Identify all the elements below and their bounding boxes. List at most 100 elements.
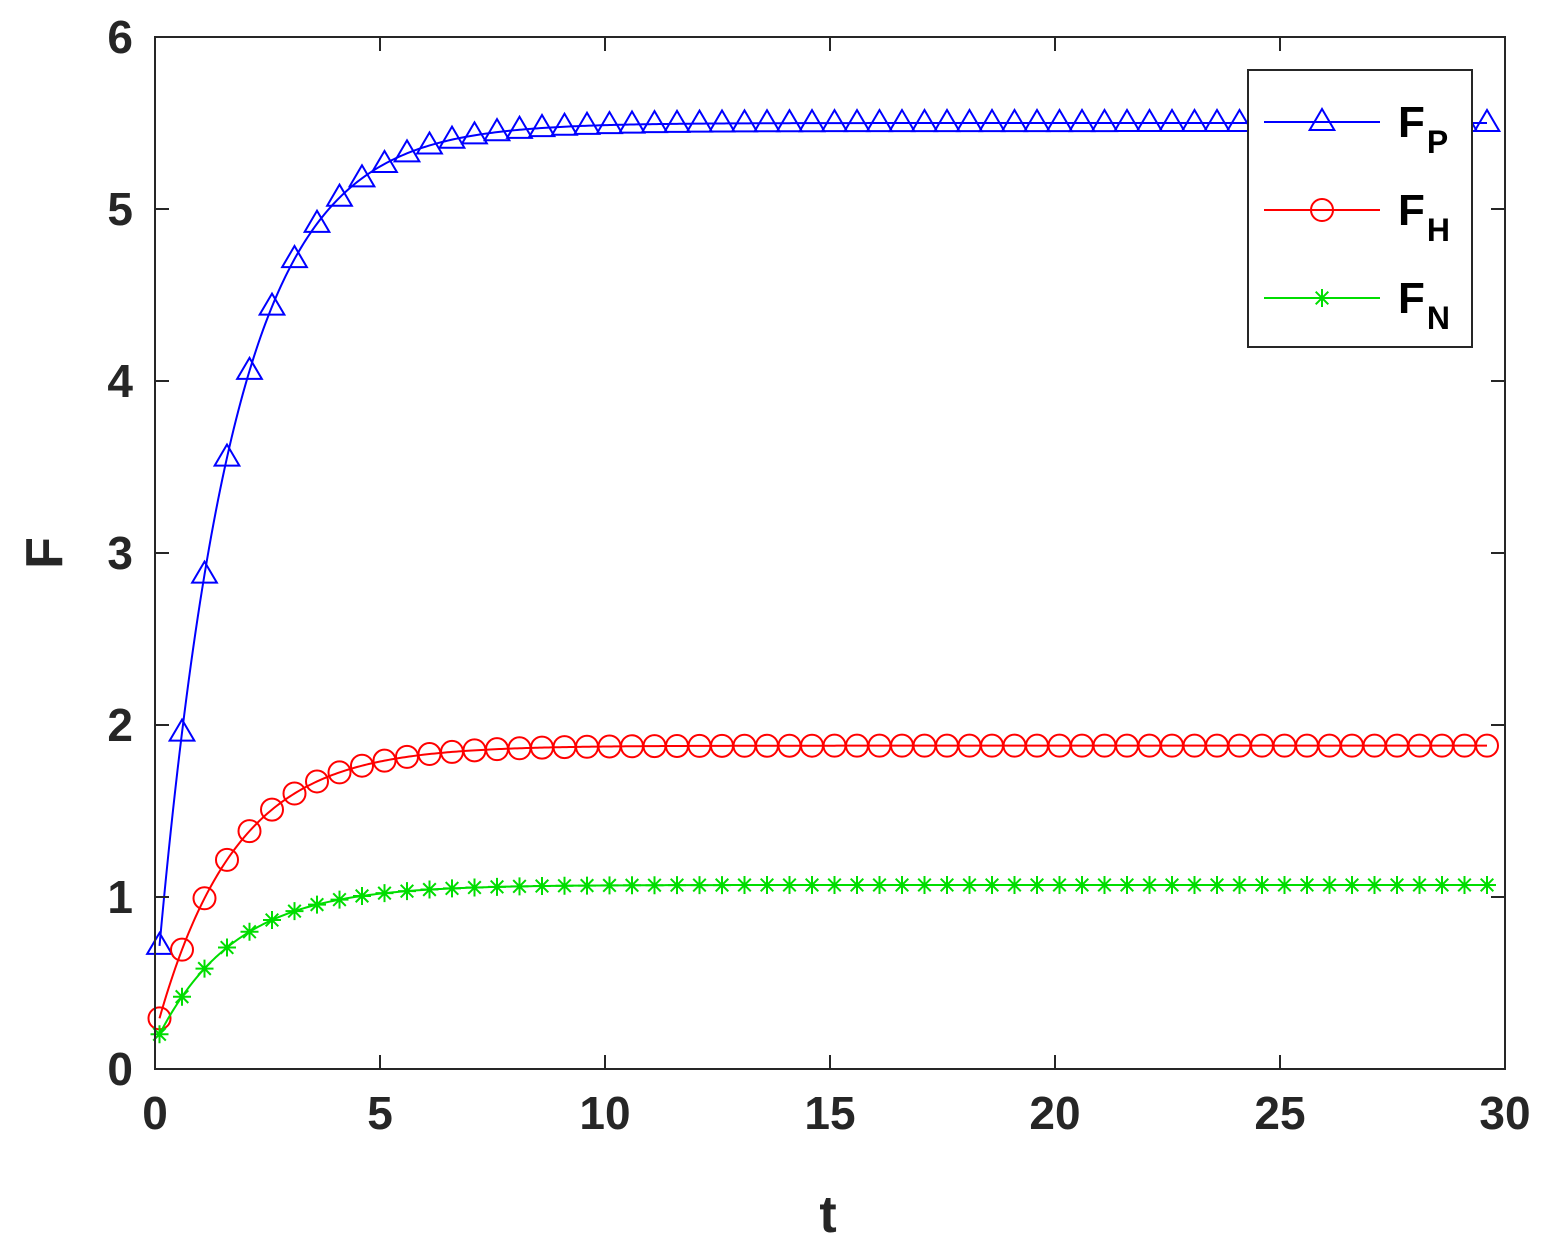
data-point-fn-18	[555, 876, 574, 895]
data-point-fp-17	[527, 113, 557, 138]
data-point-fn-52-strokes	[1320, 875, 1339, 894]
data-point-fn-54-strokes	[1365, 875, 1384, 894]
legend-label-sub-fp: P	[1427, 124, 1448, 160]
data-point-fn-6	[285, 902, 304, 921]
data-point-fh-8	[327, 760, 352, 785]
data-point-fn-8-strokes	[330, 890, 349, 909]
data-point-fn-35-strokes	[938, 875, 956, 894]
data-point-fp-5	[257, 291, 287, 316]
data-point-fn-13	[443, 879, 461, 898]
data-point-fp-26	[730, 108, 759, 133]
data-point-fn-29	[803, 875, 821, 894]
x-tick-label-2: 10	[579, 1087, 630, 1139]
legend-marker-fp	[1307, 107, 1337, 132]
data-point-fn-29-strokes	[803, 875, 821, 894]
data-point-fp-9	[347, 163, 377, 188]
data-point-fh-10	[372, 748, 397, 773]
data-point-fn-33	[893, 875, 911, 894]
data-point-fn-38-strokes	[1005, 875, 1024, 894]
data-point-fn-16-strokes	[510, 877, 529, 896]
data-point-fp-31	[842, 108, 872, 133]
data-point-fn-42	[1095, 875, 1114, 894]
data-point-fh-1	[170, 937, 194, 962]
legend-label-sub-fn: N	[1427, 300, 1450, 336]
data-point-fp-28	[775, 108, 804, 133]
data-point-fn-50	[1275, 875, 1294, 894]
data-point-fp-38	[1000, 108, 1029, 133]
data-point-fn-40	[1050, 875, 1069, 894]
data-point-fn-46-strokes	[1185, 875, 1204, 894]
y-tick-label-5: 5	[107, 183, 133, 235]
data-point-fn-2	[195, 959, 214, 978]
data-point-fp-20	[595, 110, 624, 135]
data-point-fp-1	[167, 717, 197, 742]
legend-entry-fh: FH	[1264, 186, 1450, 248]
data-point-fn-12	[420, 880, 439, 899]
data-point-fn-35	[938, 875, 956, 894]
data-point-fn-17-strokes	[533, 877, 551, 896]
data-point-fp-37	[977, 108, 1007, 133]
data-point-fn-52	[1320, 875, 1339, 894]
x-axis-label: t	[819, 1186, 836, 1244]
data-point-fp-30	[820, 108, 849, 133]
data-point-fn-1	[173, 987, 191, 1006]
data-point-fn-19	[578, 876, 596, 895]
data-point-fp-29	[797, 108, 827, 133]
data-point-fn-16	[510, 877, 529, 896]
data-point-fn-34-strokes	[915, 875, 934, 894]
data-point-fn-47-strokes	[1208, 875, 1226, 894]
data-point-fn-13-strokes	[443, 879, 461, 898]
data-point-fn-58-strokes	[1455, 875, 1474, 894]
data-point-fn-32-strokes	[870, 875, 889, 894]
data-point-fp-47	[1202, 108, 1232, 133]
data-point-fp-13	[437, 124, 467, 149]
data-point-fn-3	[218, 938, 236, 957]
data-point-fn-26-strokes	[735, 876, 754, 895]
data-point-fn-4-strokes	[240, 922, 259, 941]
legend-marker-fn-strokes	[1313, 289, 1331, 307]
data-point-fp-22	[640, 109, 669, 134]
data-point-fn-53-strokes	[1343, 875, 1361, 894]
data-point-fn-9	[353, 886, 371, 905]
y-tick-label-4: 4	[107, 355, 133, 407]
data-point-fn-49	[1253, 875, 1271, 894]
y-tick-label-1: 1	[107, 871, 133, 923]
legend-entry-fn: FN	[1264, 274, 1450, 336]
data-point-fp-8	[325, 182, 354, 207]
data-point-fn-1-strokes	[173, 987, 191, 1006]
legend-label-fn: FN	[1398, 274, 1450, 336]
data-point-fn-9-strokes	[353, 886, 371, 905]
data-point-fn-41	[1073, 875, 1091, 894]
x-tick-label-3: 15	[804, 1087, 855, 1139]
data-point-fp-15	[482, 117, 512, 142]
data-point-fn-14	[465, 878, 484, 897]
data-point-fh-4	[237, 819, 262, 844]
data-point-fn-37	[983, 875, 1001, 894]
data-point-fn-59-strokes	[1478, 875, 1496, 894]
data-point-fn-45-strokes	[1163, 875, 1181, 894]
data-point-fp-11	[392, 138, 422, 163]
data-point-fp-42	[1090, 108, 1119, 133]
data-point-fn-10-strokes	[375, 884, 394, 903]
data-point-fn-24	[690, 876, 709, 895]
data-point-fn-55-strokes	[1388, 875, 1406, 894]
data-point-fn-30-strokes	[825, 875, 844, 894]
data-point-fn-43	[1118, 875, 1136, 894]
data-point-fp-19	[572, 110, 602, 135]
legend-label-main-fp: F	[1398, 98, 1425, 147]
data-point-fn-27-strokes	[758, 876, 776, 895]
y-tick-label-2: 2	[107, 699, 133, 751]
legend: FP FH FN	[1247, 69, 1473, 348]
data-point-fn-22	[645, 876, 664, 895]
data-point-fn-58	[1455, 875, 1474, 894]
data-point-fp-24	[685, 108, 714, 133]
data-point-fn-25	[713, 876, 731, 895]
data-point-fp-39	[1022, 108, 1052, 133]
data-point-fn-5-strokes	[263, 910, 281, 929]
data-point-fn-46	[1185, 875, 1204, 894]
data-point-fp-12	[415, 130, 444, 155]
data-point-fn-50-strokes	[1275, 875, 1294, 894]
data-point-fn-48-strokes	[1230, 875, 1249, 894]
legend-box	[1247, 69, 1473, 348]
data-point-fn-55	[1388, 875, 1406, 894]
